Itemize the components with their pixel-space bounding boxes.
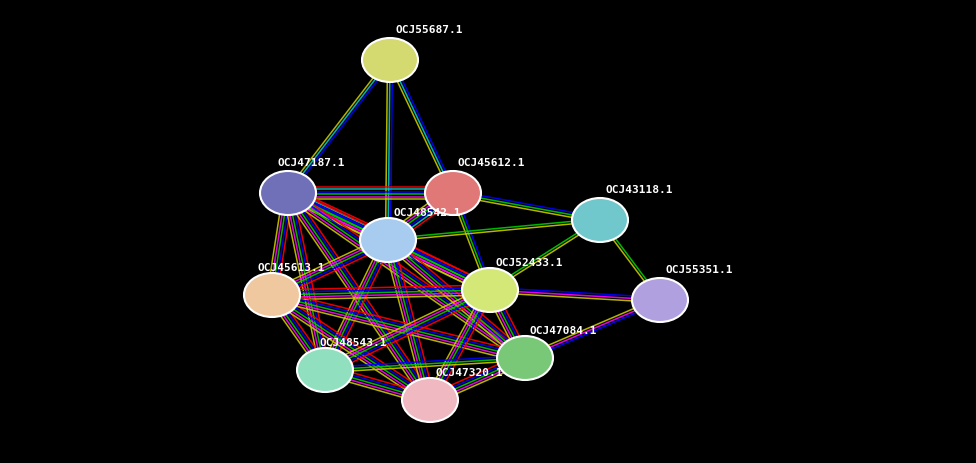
Ellipse shape (425, 171, 481, 215)
Text: OCJ45613.1: OCJ45613.1 (257, 263, 324, 273)
Ellipse shape (297, 348, 353, 392)
Ellipse shape (362, 38, 418, 82)
Ellipse shape (260, 171, 316, 215)
Text: OCJ47320.1: OCJ47320.1 (435, 368, 503, 378)
Ellipse shape (360, 218, 416, 262)
Ellipse shape (462, 268, 518, 312)
Text: OCJ55687.1: OCJ55687.1 (395, 25, 463, 35)
Text: OCJ45612.1: OCJ45612.1 (458, 158, 525, 168)
Text: OCJ48543.1: OCJ48543.1 (320, 338, 387, 348)
Text: OCJ43118.1: OCJ43118.1 (605, 185, 672, 195)
Ellipse shape (244, 273, 300, 317)
Text: OCJ47084.1: OCJ47084.1 (530, 326, 597, 336)
Text: OCJ48542.1: OCJ48542.1 (393, 208, 461, 218)
Text: OCJ47187.1: OCJ47187.1 (278, 158, 346, 168)
Ellipse shape (572, 198, 628, 242)
Ellipse shape (497, 336, 553, 380)
Ellipse shape (402, 378, 458, 422)
Ellipse shape (632, 278, 688, 322)
Text: OCJ52433.1: OCJ52433.1 (495, 258, 562, 268)
Text: OCJ55351.1: OCJ55351.1 (665, 265, 733, 275)
